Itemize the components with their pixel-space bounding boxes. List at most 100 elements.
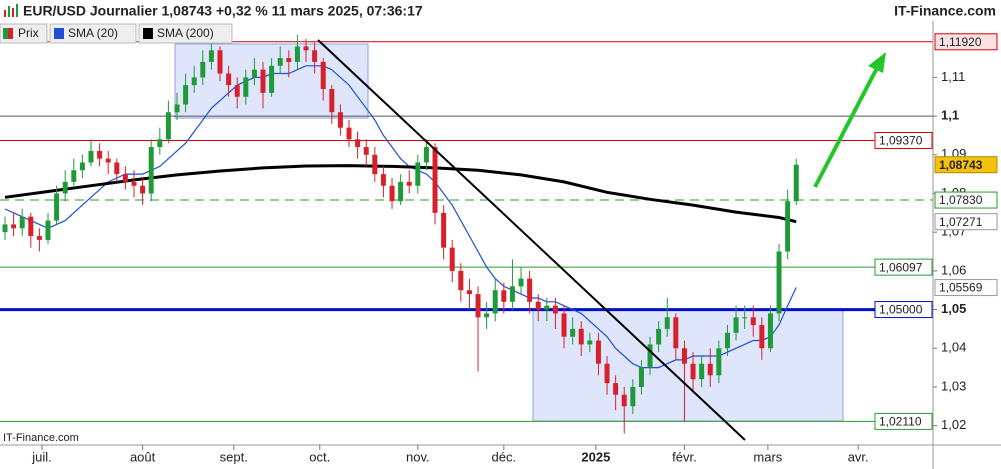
sma-line [4, 164, 797, 224]
candle-body [733, 317, 739, 333]
candle-body [380, 174, 386, 186]
candle-body [595, 340, 601, 364]
candle-body [406, 181, 412, 186]
legend-swatch [143, 28, 153, 39]
candle-body [793, 164, 799, 202]
candle-body [613, 383, 619, 395]
candle-body [320, 61, 326, 89]
candle-body [415, 162, 421, 186]
candle-body [183, 85, 189, 105]
candle-body [673, 317, 679, 349]
icon [8, 6, 10, 17]
watermark: IT-Finance.com [3, 432, 79, 444]
candle-body [699, 363, 705, 380]
x-tick-label: 2025 [581, 449, 610, 464]
candle-body [97, 150, 103, 159]
candle-body [329, 89, 335, 113]
value-label-box [874, 258, 933, 276]
x-tick-label: avr. [848, 449, 869, 464]
legend-swatch [3, 28, 8, 39]
value-label-box [934, 33, 998, 51]
candle-body [122, 174, 128, 182]
candle-body [656, 328, 662, 345]
candle-body [759, 325, 765, 349]
legend-label: SMA (20) [68, 26, 118, 40]
candle-body [501, 290, 507, 302]
zone-box [532, 309, 844, 422]
candle-body [234, 85, 240, 97]
candle-body [174, 104, 180, 113]
candle-body [294, 46, 300, 62]
candle-body [131, 181, 137, 186]
candle-body [355, 139, 361, 148]
candle-body [363, 147, 369, 155]
arrow-head [868, 52, 886, 73]
candle-body [449, 247, 455, 271]
value-label: 1,06097 [879, 260, 923, 274]
y-tick-label: 1,1 [941, 108, 959, 123]
candle-body [157, 139, 163, 148]
candle-body [518, 278, 524, 287]
candle-body [140, 185, 146, 194]
candle-body [647, 344, 653, 368]
y-tick-label: 1,06 [941, 262, 966, 277]
candle-body [707, 363, 713, 376]
candle-body [71, 170, 77, 182]
candle-body [36, 236, 42, 240]
candle-body [578, 328, 584, 345]
candle-body [552, 305, 558, 314]
candle-body [389, 185, 395, 202]
candle-body [251, 69, 257, 78]
candle-body [88, 150, 94, 163]
legend: Prix SMA (20) SMA (200) [0, 23, 233, 44]
candle-body [19, 216, 25, 229]
value-label: 1,07271 [939, 215, 983, 229]
candle-body [432, 147, 438, 213]
candle-body [621, 394, 627, 407]
candle-body [337, 112, 343, 128]
candle-body [312, 50, 318, 62]
legend-item[interactable] [49, 23, 137, 44]
x-tick-label: déc. [492, 449, 517, 464]
candle-body [269, 65, 275, 93]
candle-body [277, 58, 283, 66]
candle-body [681, 348, 687, 364]
value-labels: 1,119201,093701,078301,060971,050001,021… [874, 33, 998, 430]
candle-body [191, 77, 197, 86]
value-label-box [874, 301, 933, 319]
header-bar [0, 0, 1001, 21]
value-label: 1,07830 [939, 193, 983, 207]
candle-body [2, 224, 8, 233]
candle-body [750, 317, 756, 326]
legend-swatch [54, 28, 64, 39]
y-tick-label: 1,03 [941, 378, 966, 393]
candle-body [398, 181, 404, 202]
x-tick-label: nov. [406, 449, 430, 464]
icon [4, 10, 6, 17]
legend-label: SMA (200) [157, 26, 214, 40]
x-tick-label: oct. [309, 449, 330, 464]
candle-body [535, 301, 541, 310]
candle-body [544, 305, 550, 310]
value-label-box [934, 279, 998, 297]
candle-body [724, 332, 730, 349]
value-label: 1,08743 [939, 158, 983, 172]
value-label-box [934, 191, 998, 209]
candle-body [105, 158, 111, 163]
x-tick-label: juil. [31, 449, 52, 464]
candle-body [286, 58, 292, 62]
candle-body [11, 224, 17, 229]
candle-body [114, 162, 120, 175]
candle-body [785, 201, 791, 252]
value-label: 1,02110 [879, 415, 922, 429]
legend-item[interactable] [138, 23, 233, 44]
legend-swatch [8, 28, 13, 39]
candle-body [527, 278, 533, 302]
candle-body [45, 220, 51, 240]
icon [16, 4, 18, 17]
candle-body [776, 251, 782, 314]
value-label-box [874, 131, 933, 149]
value-label: 1,05569 [939, 281, 983, 295]
value-label: 1,11920 [939, 35, 982, 49]
